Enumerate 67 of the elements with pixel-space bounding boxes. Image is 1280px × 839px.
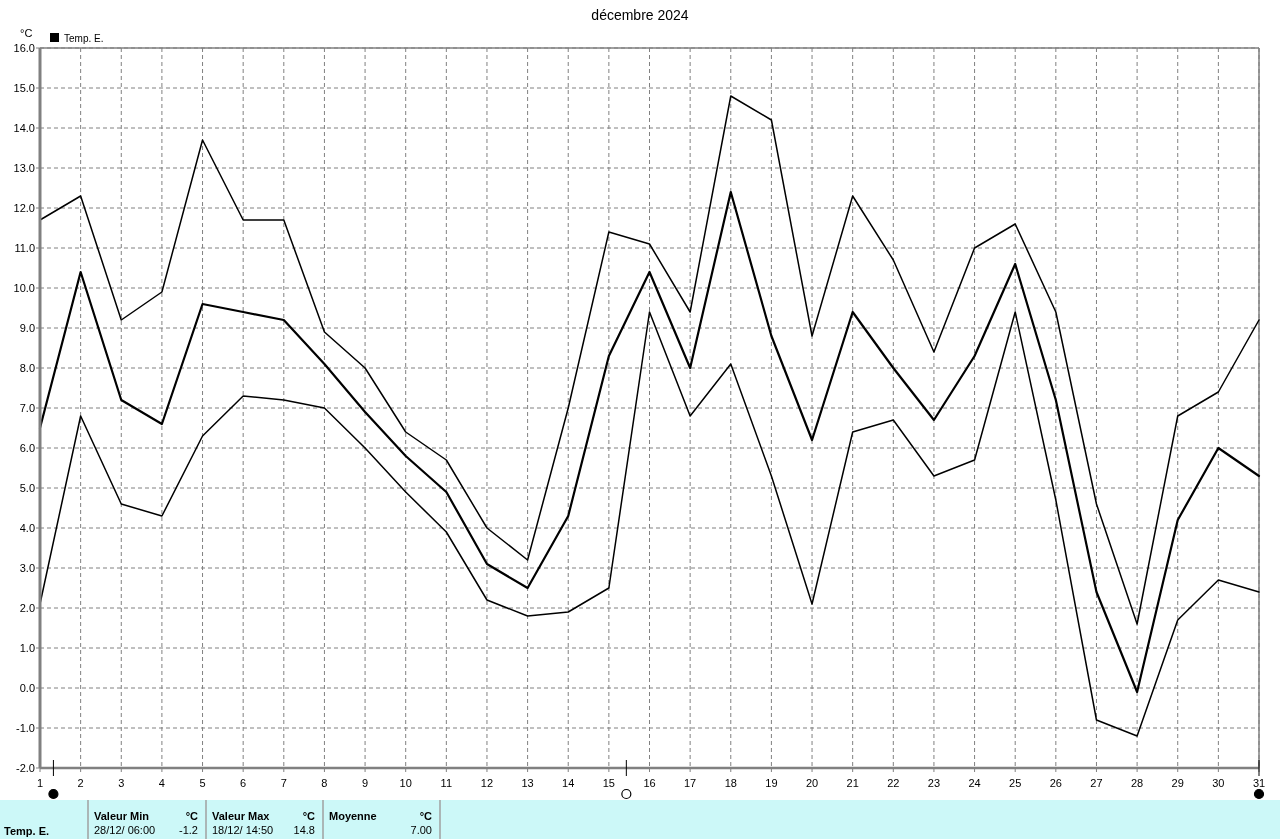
text: °C	[419, 810, 433, 822]
text: °C	[302, 810, 316, 822]
x-tick-label: 2	[77, 777, 84, 789]
text: 28/12/ 06:00	[94, 824, 156, 836]
x-tick-label: 18	[724, 777, 737, 789]
x-tick-label: 26	[1049, 777, 1062, 789]
x-tick-label: 14	[562, 777, 575, 789]
text: 14.8	[293, 824, 315, 836]
x-tick-label: 21	[846, 777, 859, 789]
x-tick-label: 10	[399, 777, 412, 789]
x-tick-label: 29	[1171, 777, 1184, 789]
y-tick-label: -2.0	[16, 762, 35, 774]
text: 7.00	[410, 824, 432, 836]
y-tick-label: 5.0	[19, 482, 35, 494]
x-tick-label: 6	[240, 777, 247, 789]
x-tick-label: 31	[1252, 777, 1266, 789]
text: 18/12/ 14:50	[212, 824, 274, 836]
y-tick-label: 16.0	[13, 42, 35, 54]
x-tick-label: 28	[1130, 777, 1144, 789]
y-tick-label: 10.0	[13, 282, 35, 294]
x-tick-label: 25	[1009, 777, 1022, 789]
x-tick-label: 1	[36, 777, 44, 789]
x-tick-label: 5	[199, 777, 206, 789]
x-tick-label: 13	[521, 777, 534, 789]
y-tick-label: 11.0	[14, 242, 35, 254]
x-tick-label: 19	[765, 777, 778, 789]
y-tick-label: 3.0	[19, 562, 35, 574]
x-tick-label: 23	[927, 777, 941, 789]
chart-title: décembre 2024	[591, 7, 689, 23]
y-tick-label: 15.0	[13, 82, 35, 94]
x-tick-label: 30	[1212, 777, 1225, 789]
y-tick-label: 9.0	[19, 322, 35, 334]
text: -1.2	[179, 824, 198, 836]
x-tick-label: 20	[805, 777, 819, 789]
text: °C	[185, 810, 199, 822]
x-tick-label: 17	[684, 777, 697, 789]
x-tick-label: 8	[321, 777, 328, 789]
y-tick-label: 2.0	[19, 602, 35, 614]
x-tick-label: 15	[602, 777, 615, 789]
x-tick-label: 16	[643, 777, 656, 789]
y-tick-label: 0.0	[19, 682, 35, 694]
x-tick-label: 9	[362, 777, 369, 789]
text: Temp. E.	[4, 825, 50, 837]
x-tick-label: 7	[280, 777, 287, 789]
y-tick-label: 8.0	[19, 362, 35, 374]
y-tick-label: -1.0	[16, 722, 35, 734]
y-tick-label: 4.0	[19, 522, 35, 534]
y-tick-label: 6.0	[19, 442, 35, 454]
text: Valeur Min	[94, 810, 150, 822]
y-tick-label: 7.0	[19, 402, 35, 414]
y-axis-title: °C	[20, 27, 33, 39]
x-tick-label: 22	[887, 777, 900, 789]
x-tick-label: 3	[118, 777, 125, 789]
text: Valeur Max	[212, 810, 271, 822]
line-series	[39, 95, 1260, 625]
x-tick-label: 4	[158, 777, 165, 789]
text: Moyenne	[329, 810, 377, 822]
legend-label: Temp. E.	[64, 33, 104, 44]
y-tick-label: 14.0	[13, 122, 35, 134]
y-tick-label: 12.0	[13, 202, 35, 214]
line-series	[39, 311, 1260, 737]
x-tick-label: 24	[968, 777, 981, 789]
y-tick-label: 13.0	[13, 162, 35, 174]
x-tick-label: 11	[440, 777, 453, 789]
y-tick-label: 1.0	[19, 642, 35, 654]
x-tick-label: 12	[480, 777, 494, 789]
x-tick-label: 27	[1090, 777, 1103, 789]
